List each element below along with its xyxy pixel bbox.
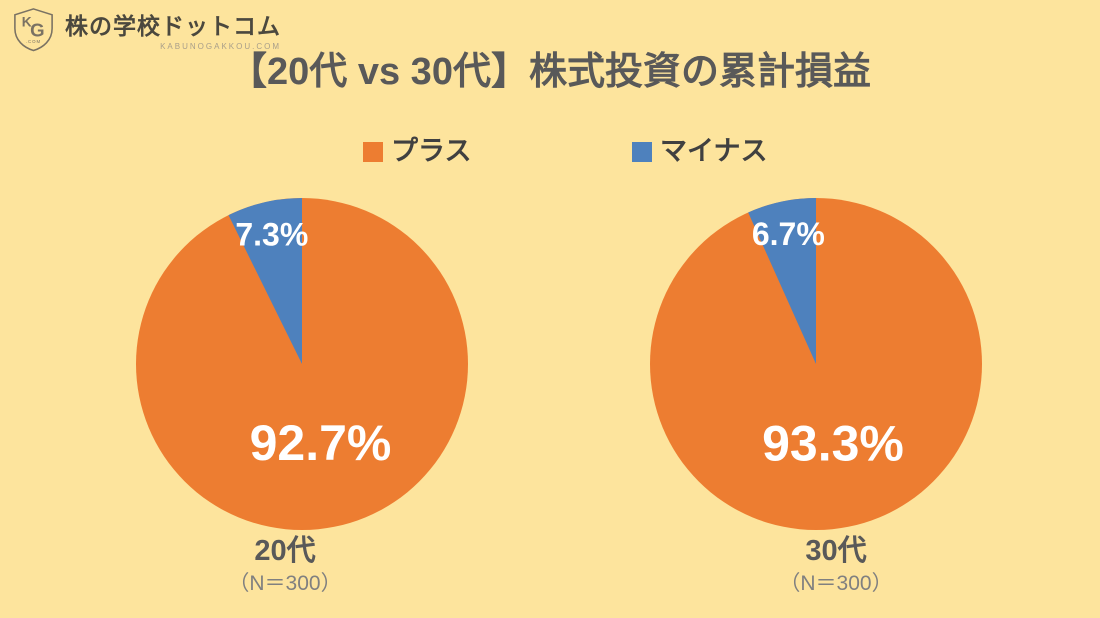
logo-monogram-k: K <box>22 15 32 30</box>
chart-title: 【20代 vs 30代】株式投資の累計損益 <box>229 51 871 93</box>
pie-slice-minus <box>748 198 816 364</box>
pie-value-label-minus: 6.7% <box>752 216 825 252</box>
category-label-30s: 30代 <box>805 535 867 567</box>
legend-swatch-plus <box>363 141 383 162</box>
category-label-20s: 20代 <box>254 535 316 567</box>
caption-30s: 30代 （N＝300） <box>711 536 961 595</box>
legend-label-minus: マイナス <box>660 136 768 166</box>
logo-name: 株の学校ドットコム <box>65 13 281 39</box>
pie-slice-minus <box>228 198 302 364</box>
pie-value-label-plus: 92.7% <box>250 415 392 471</box>
legend-item-minus: マイナス <box>632 138 767 165</box>
logo-monogram-com: .COM <box>26 39 41 44</box>
sample-size-20s: （N＝300） <box>228 572 342 595</box>
logo-monogram-g: G <box>30 19 44 40</box>
logo-text: 株の学校ドットコム KABUNOGAKKOU.COM <box>65 6 281 51</box>
legend-item-plus: プラス <box>363 138 471 165</box>
pie-chart-20s: 92.7% 7.3% <box>136 198 468 530</box>
pie-chart-30s: 93.3% 6.7% <box>650 198 982 530</box>
caption-20s: 20代 （N＝300） <box>160 536 410 595</box>
site-logo: K G .COM 株の学校ドットコム KABUNOGAKKOU.COM <box>10 6 281 53</box>
sample-size-30s: （N＝300） <box>779 572 893 595</box>
logo-shield-icon: K G .COM <box>14 8 53 52</box>
pie-value-label-minus: 7.3% <box>235 217 308 253</box>
legend-swatch-minus <box>632 141 652 162</box>
pie-value-label-plus: 93.3% <box>762 416 904 472</box>
legend-label-plus: プラス <box>391 136 472 166</box>
logo-domain: KABUNOGAKKOU.COM <box>160 42 281 51</box>
